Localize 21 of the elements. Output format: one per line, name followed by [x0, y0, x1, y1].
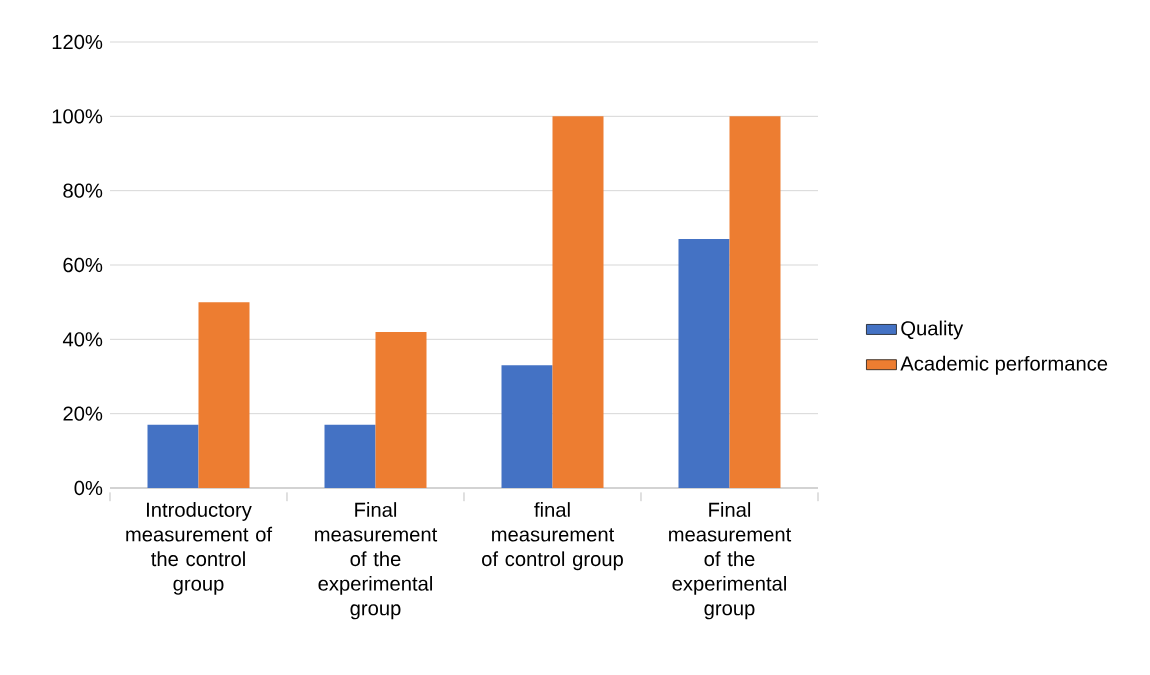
bar [198, 302, 250, 488]
x-tick-label: Introductory measurement of the control group [126, 502, 273, 595]
y-tick-label: 100% [52, 109, 103, 124]
legend-label: Quality [901, 320, 964, 340]
bar [678, 238, 730, 488]
bar [324, 424, 376, 488]
y-tick-label: 40% [62, 332, 103, 347]
y-tick-label: 60% [63, 257, 103, 273]
x-tick-label: Final measurement of the experimental group [669, 502, 792, 620]
y-tick-label: 80% [63, 183, 103, 198]
x-tick-label: final measurement of control group [482, 502, 623, 571]
bar [729, 116, 781, 488]
y-tick-label: 120% [52, 34, 103, 50]
bar [552, 116, 604, 488]
legend-label: Academic performance [900, 355, 1108, 375]
y-tick-label: 0% [74, 480, 103, 496]
x-tick-label: Final measurement of the experimental group [315, 502, 438, 620]
y-tick-label: 20% [63, 406, 103, 421]
bar [501, 365, 553, 488]
bar [147, 424, 199, 488]
bar [375, 331, 427, 488]
